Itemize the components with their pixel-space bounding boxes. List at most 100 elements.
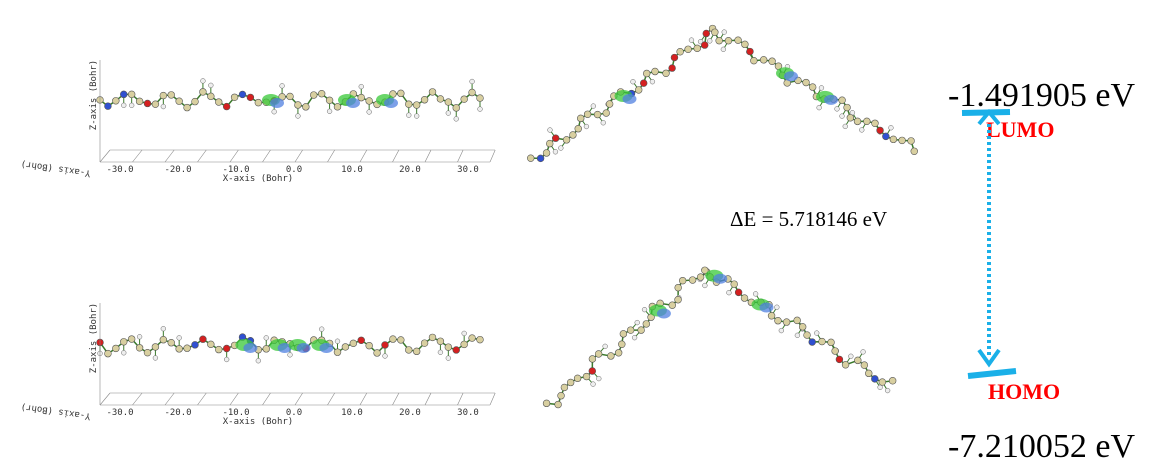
hydrogen-atom bbox=[707, 38, 712, 43]
hydrogen-atom bbox=[558, 146, 563, 151]
x-tick-label: -20.0 bbox=[164, 408, 191, 418]
atom bbox=[382, 342, 389, 349]
atom bbox=[527, 155, 534, 162]
atom bbox=[437, 96, 444, 103]
atom bbox=[144, 100, 151, 107]
atom bbox=[421, 340, 428, 347]
atom bbox=[635, 86, 642, 93]
atom bbox=[200, 336, 207, 343]
hydrogen-atom bbox=[438, 350, 443, 355]
atom bbox=[836, 356, 843, 363]
hydrogen-atom bbox=[462, 331, 467, 336]
atom bbox=[711, 29, 718, 36]
atom bbox=[615, 349, 622, 356]
grid-line bbox=[198, 150, 207, 162]
atom bbox=[247, 94, 254, 101]
atom bbox=[675, 284, 682, 291]
atom bbox=[731, 281, 738, 288]
grid-line bbox=[100, 150, 110, 162]
atom bbox=[120, 91, 127, 98]
atom bbox=[160, 336, 167, 343]
atom bbox=[334, 103, 341, 110]
atom bbox=[295, 102, 302, 109]
atom bbox=[735, 289, 742, 296]
atom bbox=[543, 400, 550, 407]
atom bbox=[405, 346, 412, 353]
x-tick-label: -30.0 bbox=[106, 165, 133, 175]
atom bbox=[453, 347, 460, 354]
gap-label: ΔE = 5.718146 eV bbox=[730, 207, 887, 231]
grid-line bbox=[393, 393, 399, 405]
atom bbox=[453, 104, 460, 111]
hydrogen-atom bbox=[121, 350, 126, 355]
atom bbox=[397, 90, 404, 97]
hydrogen-atom bbox=[280, 83, 285, 88]
grid-line bbox=[263, 150, 271, 162]
hydrogen-atom bbox=[650, 79, 655, 84]
hydrogen-atom bbox=[596, 376, 601, 381]
grid-line bbox=[295, 150, 303, 162]
y-axis-label: Y-axis (Bohr) bbox=[20, 401, 91, 421]
orbital-lobe bbox=[270, 98, 284, 108]
atom bbox=[677, 48, 684, 55]
atom bbox=[469, 335, 476, 342]
hydrogen-atom bbox=[319, 327, 324, 332]
atom bbox=[819, 338, 826, 345]
grid-line bbox=[165, 150, 174, 162]
grid-line bbox=[230, 393, 238, 405]
atom bbox=[215, 99, 222, 106]
hydrogen-atom bbox=[601, 120, 606, 125]
atom bbox=[160, 92, 167, 99]
atom bbox=[144, 349, 151, 356]
grid-line bbox=[295, 393, 303, 405]
x-tick-label: 30.0 bbox=[457, 408, 479, 418]
x-tick-label: 10.0 bbox=[341, 165, 363, 175]
atom bbox=[120, 338, 127, 345]
hydrogen-atom bbox=[121, 103, 126, 108]
atom bbox=[783, 319, 790, 326]
atom bbox=[176, 98, 183, 105]
atom bbox=[606, 101, 613, 108]
atom bbox=[429, 89, 436, 96]
atom bbox=[302, 103, 309, 110]
grid-line bbox=[360, 393, 367, 405]
atom bbox=[477, 95, 484, 102]
x-tick-label: -20.0 bbox=[164, 165, 191, 175]
hydrogen-atom bbox=[335, 339, 340, 344]
atom bbox=[832, 348, 839, 355]
atom bbox=[842, 361, 849, 368]
hydrogen-atom bbox=[727, 290, 732, 295]
hydrogen-atom bbox=[383, 354, 388, 359]
grid-line bbox=[458, 150, 464, 162]
homo-level bbox=[968, 371, 1016, 376]
atom bbox=[685, 46, 692, 53]
orbital-lobe bbox=[243, 343, 257, 353]
atom bbox=[561, 384, 568, 391]
atom bbox=[877, 127, 884, 134]
atom bbox=[437, 338, 444, 345]
hydrogen-atom bbox=[603, 344, 608, 349]
grid-line bbox=[100, 393, 110, 405]
atom bbox=[750, 57, 757, 64]
atom bbox=[701, 42, 708, 49]
atom bbox=[809, 339, 816, 346]
atom bbox=[567, 379, 574, 386]
hydrogen-atom bbox=[359, 84, 364, 89]
hydrogen-atom bbox=[835, 106, 840, 111]
hydrogen-atom bbox=[642, 307, 647, 312]
hydrogen-atom bbox=[478, 107, 483, 112]
hydrogen-atom bbox=[817, 105, 822, 110]
hydrogen-atom bbox=[795, 333, 800, 338]
atom bbox=[239, 91, 246, 98]
atom bbox=[583, 373, 590, 380]
hydrogen-atom bbox=[819, 86, 824, 91]
hydrogen-atom bbox=[446, 356, 451, 361]
atom bbox=[890, 136, 897, 143]
figure: -30.0-20.0-10.00.010.020.030.0X-axis (Bo… bbox=[0, 0, 1149, 469]
atom bbox=[112, 345, 119, 352]
atom bbox=[207, 341, 214, 348]
atom bbox=[747, 48, 754, 55]
grid-line bbox=[458, 393, 464, 405]
atom bbox=[828, 339, 835, 346]
